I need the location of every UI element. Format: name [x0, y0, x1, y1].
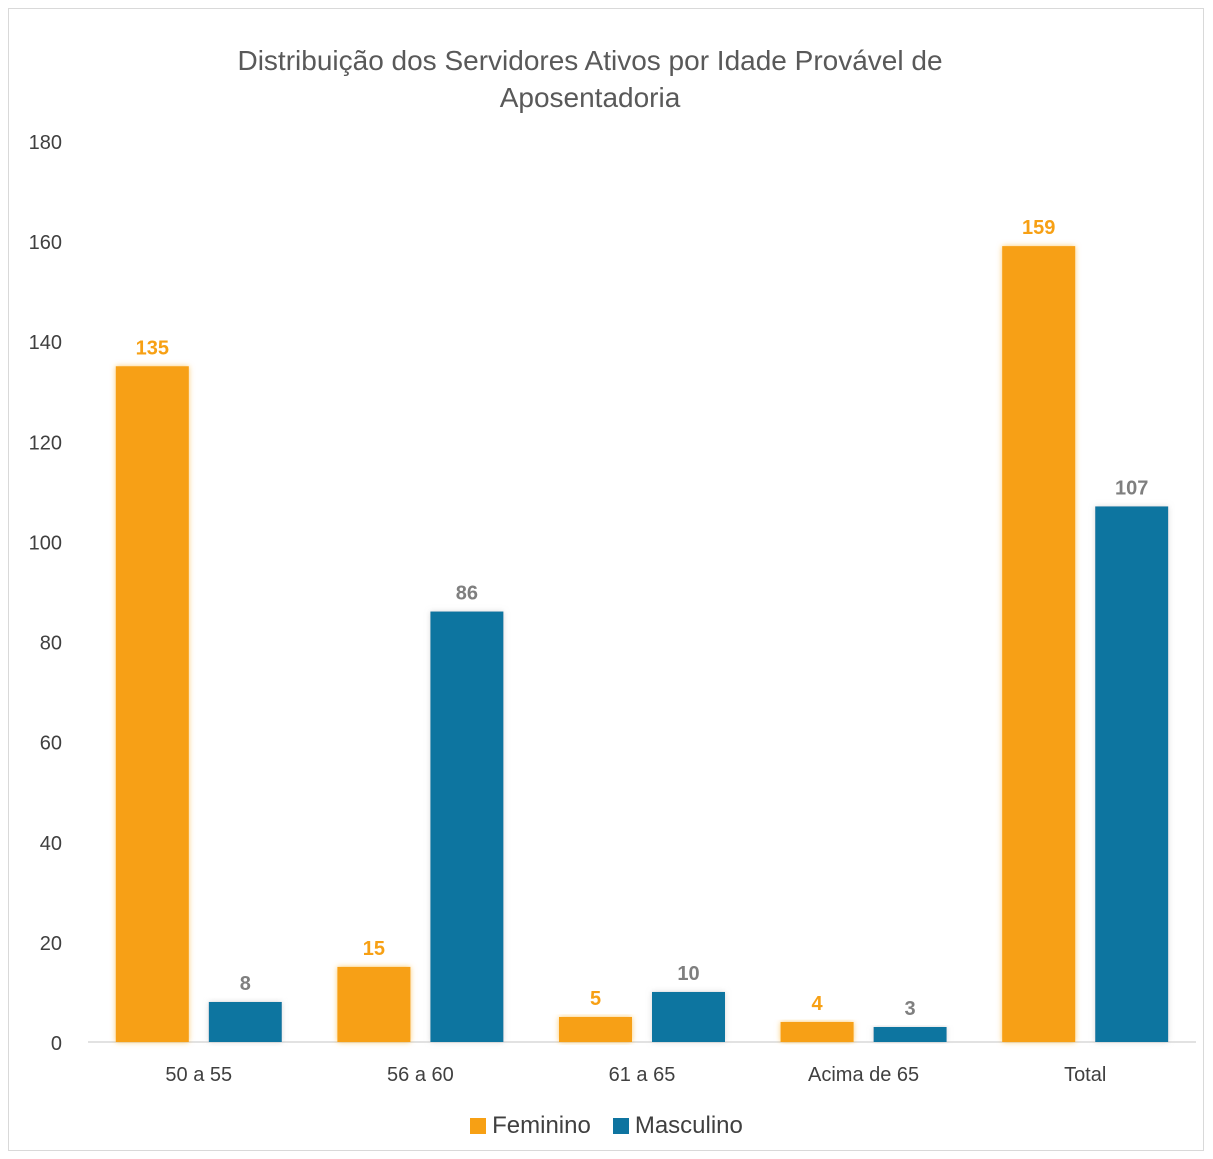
data-label: 86 — [456, 583, 478, 605]
data-label: 4 — [812, 993, 824, 1015]
bar-masculino-2[interactable] — [652, 991, 725, 1042]
legend: Feminino Masculino — [0, 1112, 1213, 1140]
bar-feminino-4[interactable] — [1002, 246, 1076, 1042]
x-axis: 50 a 55 56 a 60 61 a 65 Acima de 65 Total — [88, 1041, 1196, 1086]
bar-feminino-1[interactable] — [337, 966, 411, 1042]
chart-title: Distribuição dos Servidores Ativos por I… — [237, 45, 943, 113]
bar-masculino-3[interactable] — [873, 1026, 947, 1042]
y-tick-label: 120 — [29, 432, 62, 454]
bar-feminino-2[interactable] — [559, 1016, 632, 1042]
data-label: 135 — [136, 337, 169, 359]
y-tick-label: 40 — [40, 833, 62, 855]
legend-item-feminino[interactable]: Feminino — [470, 1112, 591, 1140]
y-tick-label: 140 — [29, 332, 62, 354]
data-label: 5 — [590, 988, 601, 1010]
y-tick-label: 0 — [51, 1033, 62, 1055]
data-labels: 135 15 5 4 159 8 86 10 3 107 — [136, 217, 1149, 1020]
x-tick-label: Acima de 65 — [808, 1064, 919, 1086]
data-label: 107 — [1115, 477, 1148, 499]
data-label: 159 — [1022, 217, 1055, 239]
y-axis: 0 20 40 60 80 100 120 140 160 180 — [29, 132, 62, 1055]
x-tick-label: 50 a 55 — [165, 1064, 232, 1086]
y-tick-label: 60 — [40, 733, 62, 755]
bar-feminino-0[interactable] — [115, 366, 189, 1042]
x-tick-label: 56 a 60 — [387, 1064, 454, 1086]
data-label: 15 — [363, 938, 385, 960]
legend-label-masculino: Masculino — [634, 1112, 743, 1139]
data-label: 10 — [677, 963, 699, 985]
x-tick-label: 61 a 65 — [609, 1064, 676, 1086]
bars — [115, 246, 1169, 1043]
legend-swatch-masculino — [612, 1118, 629, 1134]
legend-label-feminino: Feminino — [492, 1112, 591, 1139]
legend-item-masculino[interactable]: Masculino — [612, 1112, 743, 1140]
y-tick-label: 160 — [29, 232, 62, 254]
y-tick-label: 100 — [29, 532, 62, 554]
bar-masculino-1[interactable] — [430, 611, 504, 1042]
x-tick-label: Total — [1064, 1064, 1106, 1086]
bar-masculino-4[interactable] — [1095, 506, 1169, 1043]
y-tick-label: 180 — [29, 132, 62, 154]
data-label: 3 — [905, 998, 916, 1020]
bar-masculino-0[interactable] — [208, 1001, 282, 1042]
y-tick-label: 80 — [40, 633, 62, 655]
bar-feminino-3[interactable] — [780, 1021, 854, 1042]
y-tick-label: 20 — [40, 933, 62, 955]
data-label: 8 — [240, 973, 251, 995]
legend-swatch-feminino — [470, 1118, 487, 1134]
